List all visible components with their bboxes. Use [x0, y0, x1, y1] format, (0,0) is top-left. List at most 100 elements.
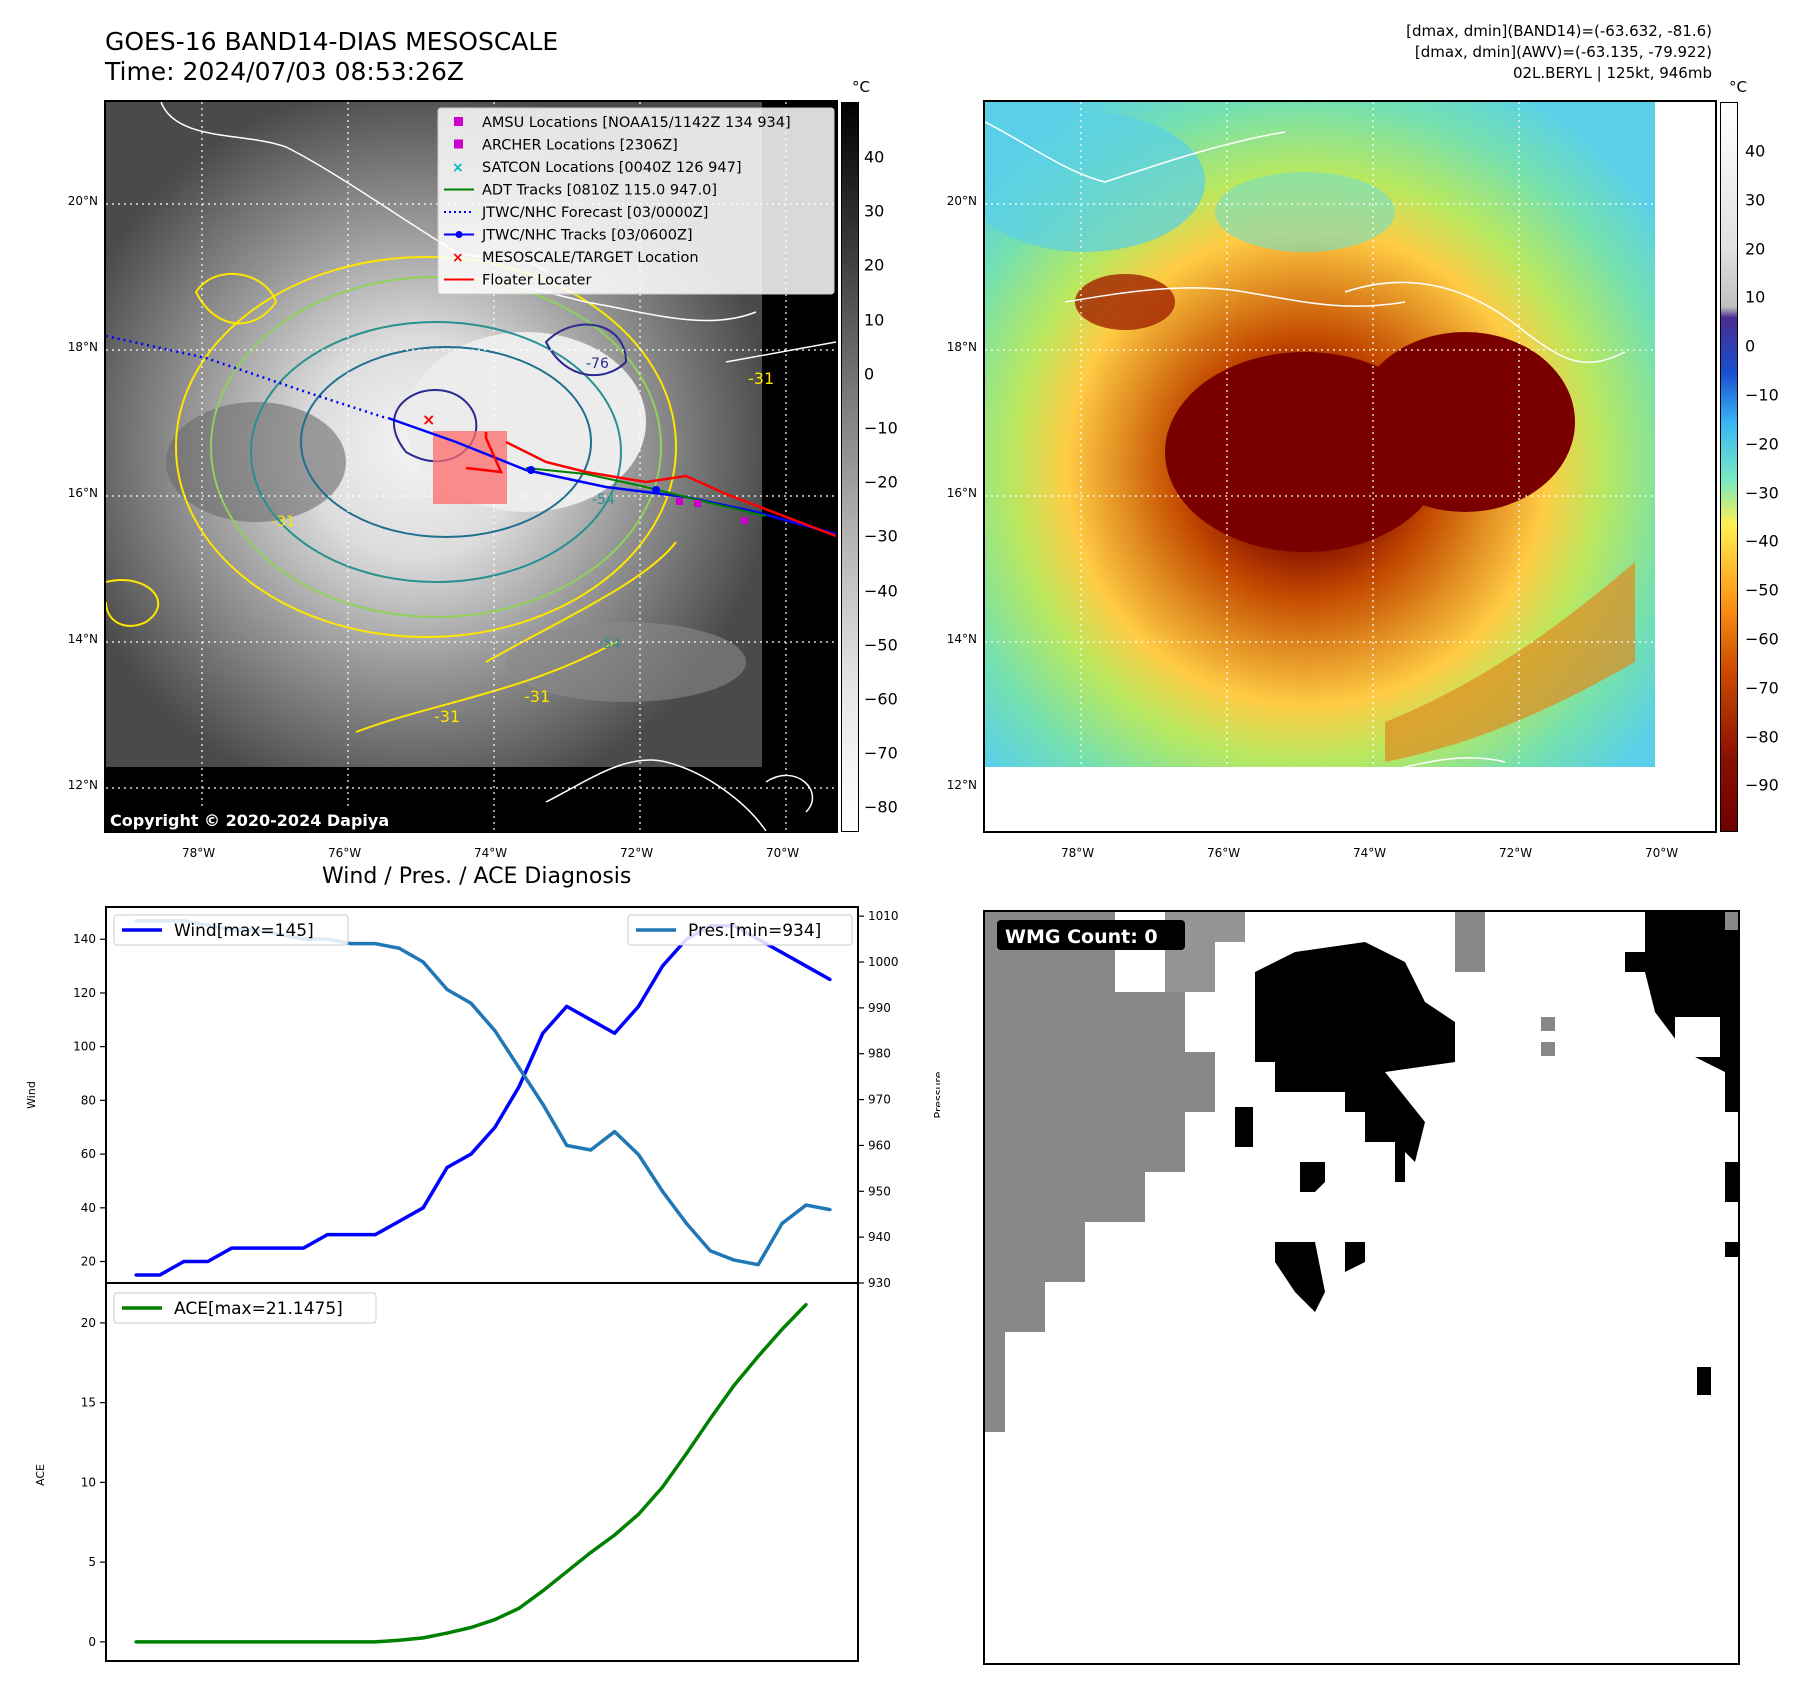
- ace-point: [206, 1640, 210, 1644]
- colorbar-color-tick: −40: [1745, 531, 1779, 551]
- pressure-point: [828, 1208, 832, 1212]
- ir-map-panel: × -31 -31 -31 -54 -76 -31 -54 AMSU Locat…: [104, 100, 838, 833]
- map-lon-label: 78°W: [182, 846, 216, 860]
- map-lat-label: 20°N: [67, 194, 98, 208]
- pressure-tick-label: 980: [868, 1047, 891, 1061]
- colorbar-gray-tick: −10: [864, 418, 898, 438]
- meta-storm: 02L.BERYL | 125kt, 946mb: [1512, 64, 1712, 82]
- legend-entry: × SATCON Locations [0040Z 126 947]: [452, 160, 741, 176]
- ace-tick-label: 0: [88, 1635, 96, 1649]
- legend-label: JTWC/NHC Tracks [03/0600Z]: [481, 228, 693, 244]
- colorbar-gray-tick: −80: [864, 797, 898, 817]
- ace-line: [136, 1303, 808, 1644]
- ace-axes: [105, 1282, 859, 1662]
- map-lat-label: 18°N: [67, 340, 98, 354]
- ace-point: [613, 1533, 617, 1537]
- colorbar-color-unit: °C: [1729, 78, 1747, 96]
- pressure-point: [349, 942, 353, 946]
- wind-point: [828, 977, 832, 982]
- colorbar-gray-unit: °C: [852, 78, 870, 96]
- contour-label: -76: [586, 356, 609, 372]
- ace-point: [756, 1354, 760, 1358]
- ace-point: [277, 1640, 282, 1644]
- colorbar-gray-tick: −50: [864, 635, 898, 655]
- pressure-tick-label: 990: [868, 1001, 891, 1015]
- pressure-point: [708, 1249, 712, 1253]
- ir-map: × -31 -31 -31 -54 -76 -31 -54 AMSU Locat…: [106, 102, 836, 831]
- wind-point: [517, 1085, 521, 1089]
- wind-tick-label: 60: [81, 1147, 96, 1161]
- pressure-point: [660, 1189, 665, 1193]
- map-lat-label: 14°N: [946, 632, 977, 646]
- colorbar-color-tick: 0: [1745, 336, 1756, 356]
- pressure-point: [373, 942, 377, 946]
- wind-point: [565, 1004, 569, 1008]
- wind-line: [136, 924, 831, 1277]
- pressure-legend-label: Pres.[min=934]: [688, 921, 821, 941]
- pressure-axis-label: Pressure: [932, 1071, 940, 1118]
- legend-label: SATCON Locations [0040Z 126 947]: [482, 160, 741, 176]
- wind-point: [589, 1018, 593, 1022]
- pressure-point: [469, 1001, 473, 1005]
- diagnosis-chart: 2040608010012014093094095096097098099010…: [25, 906, 940, 1662]
- legend-x-icon: ×: [452, 250, 464, 266]
- legend-square-icon: [454, 139, 463, 149]
- map-lat-label: 14°N: [67, 632, 98, 646]
- map-lon-label: 76°W: [1207, 846, 1241, 860]
- pressure-point: [636, 1153, 641, 1157]
- pressure-tick-label: 950: [868, 1184, 891, 1198]
- legend-square-icon: [454, 117, 463, 126]
- map-lon-label: 72°W: [1499, 846, 1533, 860]
- ace-point: [349, 1640, 353, 1644]
- ace-point: [517, 1606, 521, 1610]
- legend-label: AMSU Locations [NOAA15/1142Z 134 934]: [482, 115, 791, 131]
- ace-axis-label: ACE: [34, 1464, 47, 1486]
- color-ir-map: [985, 102, 1715, 831]
- map-lat-label: 18°N: [946, 340, 977, 354]
- ace-point: [397, 1638, 401, 1642]
- diagnosis-title: Wind / Pres. / ACE Diagnosis: [322, 864, 632, 889]
- map-lon-label: 74°W: [1353, 846, 1387, 860]
- ace-point: [708, 1416, 712, 1421]
- legend-entry: ARCHER Locations [2306Z]: [454, 138, 678, 154]
- ace-point: [158, 1640, 162, 1644]
- colorbar-color-tick: −90: [1745, 775, 1779, 795]
- svg-text:×: ×: [422, 410, 435, 429]
- contour-label: -54: [592, 492, 615, 508]
- wind-point: [325, 1233, 330, 1237]
- map-lat-label: 16°N: [946, 486, 977, 500]
- ace-point: [636, 1512, 641, 1516]
- wind-point: [493, 1125, 497, 1129]
- pressure-point: [397, 946, 401, 950]
- colorbar-gray-tick: 40: [864, 147, 885, 167]
- colorbar-color-tick: −30: [1745, 483, 1779, 503]
- legend-label: JTWC/NHC Forecast [03/0000Z]: [481, 205, 708, 221]
- wind-point: [158, 1273, 162, 1277]
- colorbar-gray-tick: −40: [864, 581, 898, 601]
- wind-point: [349, 1233, 353, 1237]
- pressure-point: [421, 960, 425, 964]
- ace-tick-label: 5: [88, 1555, 96, 1569]
- wind-point: [182, 1259, 186, 1264]
- ace-point: [445, 1631, 449, 1635]
- legend-label: ADT Tracks [0810Z 115.0 947.0]: [482, 183, 717, 199]
- wmg-count-label: WMG Count: 0: [1005, 926, 1158, 948]
- wind-point: [134, 1273, 138, 1277]
- ace-point: [684, 1452, 689, 1456]
- colorbar-color-tick: −60: [1745, 629, 1779, 649]
- wind-point: [254, 1246, 258, 1250]
- ace-point: [493, 1617, 497, 1622]
- ace-point: [182, 1640, 186, 1644]
- wind-tick-label: 140: [73, 932, 96, 946]
- wmg-grid: WMG Count: 0: [985, 912, 1738, 1432]
- pressure-point: [684, 1221, 689, 1225]
- pressure-tick-label: 970: [868, 1093, 891, 1107]
- wind-point: [804, 964, 808, 968]
- colorbar-gray-tick: 0: [864, 364, 875, 384]
- pressure-point: [780, 1221, 784, 1225]
- pressure-point: [541, 1102, 545, 1106]
- colorbar-gray-tick: 20: [864, 255, 885, 275]
- wind-axis-label: Wind: [25, 1081, 38, 1109]
- ace-point: [541, 1589, 545, 1593]
- pressure-point: [589, 1148, 593, 1152]
